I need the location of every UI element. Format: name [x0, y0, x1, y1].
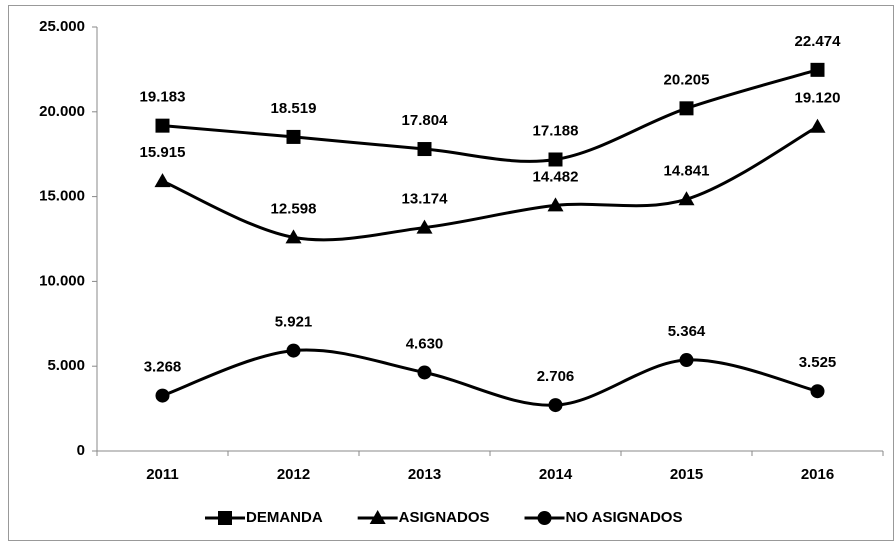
legend-label: DEMANDA	[246, 509, 323, 526]
marker	[678, 191, 695, 206]
y-tick-label: 25.000	[39, 18, 85, 35]
data-label: 4.630	[406, 335, 444, 352]
marker	[155, 388, 170, 403]
marker	[416, 219, 433, 234]
data-label: 17.188	[533, 122, 579, 139]
y-tick-label: 20.000	[39, 103, 85, 120]
data-label: 17.804	[402, 112, 449, 129]
marker	[547, 197, 564, 212]
marker	[285, 229, 302, 244]
data-label: 5.364	[668, 323, 706, 340]
data-label: 12.598	[271, 200, 317, 217]
data-label: 22.474	[795, 33, 842, 50]
x-tick-label: 2011	[146, 466, 179, 483]
marker	[679, 101, 694, 116]
x-tick-label: 2015	[670, 466, 703, 483]
marker	[369, 510, 386, 524]
y-tick-label: 0	[77, 442, 85, 459]
data-label: 3.268	[144, 359, 182, 376]
marker	[810, 384, 825, 399]
marker	[286, 343, 301, 358]
data-label: 2.706	[537, 368, 575, 385]
legend-label: ASIGNADOS	[399, 509, 490, 526]
y-tick-label: 15.000	[39, 188, 85, 205]
marker	[548, 398, 563, 413]
data-label: 15.915	[140, 144, 186, 161]
x-tick-label: 2014	[539, 466, 573, 483]
x-tick-label: 2012	[277, 466, 310, 483]
marker	[537, 511, 552, 525]
marker	[548, 152, 563, 167]
marker	[417, 365, 432, 380]
data-label: 20.205	[664, 71, 710, 88]
data-label: 13.174	[402, 191, 449, 208]
data-label: 14.841	[664, 162, 710, 179]
marker	[155, 118, 170, 133]
marker	[286, 129, 301, 144]
data-label: 19.183	[140, 89, 186, 106]
data-label: 3.525	[799, 354, 837, 371]
series-line	[162, 348, 818, 407]
y-tick-label: 10.000	[39, 272, 85, 289]
x-tick-label: 2013	[408, 466, 441, 483]
marker	[154, 173, 171, 188]
series-line	[162, 68, 818, 163]
data-label: 14.482	[533, 168, 579, 185]
legend-label: NO ASIGNADOS	[566, 509, 683, 526]
data-label: 19.120	[795, 90, 841, 107]
x-tick-label: 2016	[801, 466, 834, 483]
marker	[809, 118, 826, 133]
marker	[810, 62, 825, 77]
marker	[679, 353, 694, 368]
y-tick-label: 5.000	[47, 357, 85, 374]
marker	[417, 142, 432, 157]
data-label: 5.921	[275, 314, 313, 331]
series-line	[161, 125, 819, 242]
data-label: 18.519	[271, 100, 317, 117]
marker	[218, 511, 232, 525]
